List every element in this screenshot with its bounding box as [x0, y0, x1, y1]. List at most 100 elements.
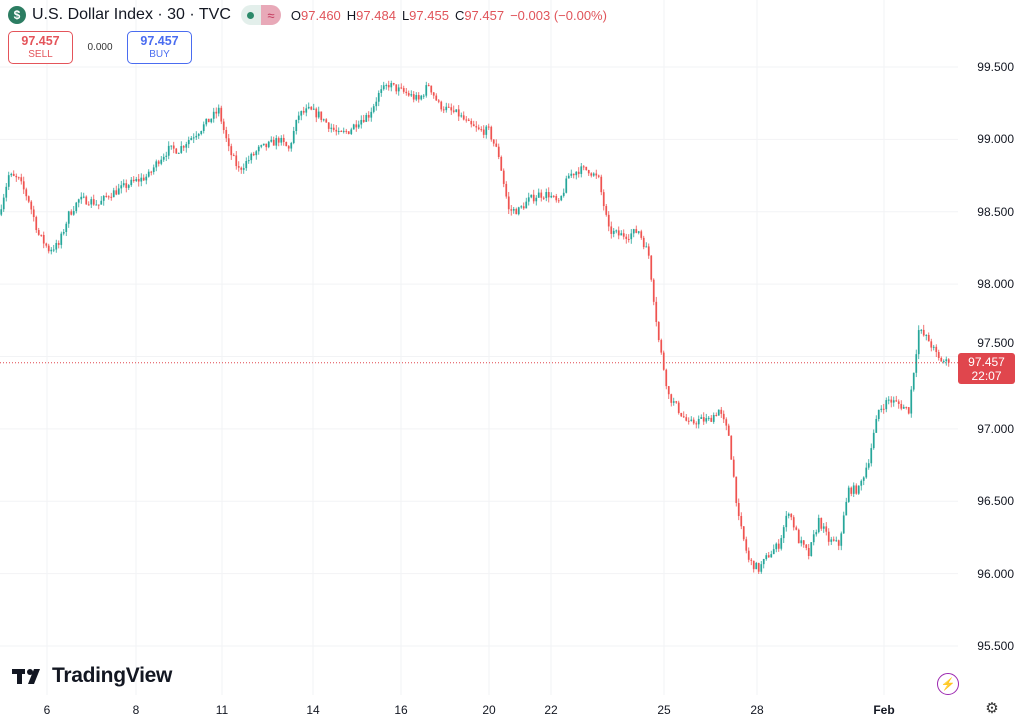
candle	[852, 485, 855, 494]
candle	[385, 85, 388, 87]
candle	[515, 209, 518, 215]
candle	[260, 145, 263, 147]
candle	[715, 414, 718, 416]
candle	[165, 155, 168, 157]
candle	[767, 555, 770, 558]
candle	[487, 126, 490, 128]
chart-legend: $ U.S. Dollar Index · 30 · TVC ≈ O97.460…	[8, 5, 607, 25]
candle	[477, 127, 480, 130]
candle	[472, 124, 475, 127]
candle	[592, 173, 595, 176]
candle	[582, 166, 585, 168]
y-tick-label: 95.500	[977, 639, 1014, 653]
candle	[132, 179, 135, 182]
settings-icon[interactable]: ⚙	[985, 700, 999, 717]
candle	[377, 92, 380, 102]
candle	[292, 131, 295, 143]
candle	[602, 192, 605, 207]
candle	[40, 234, 43, 236]
candle	[85, 196, 88, 205]
candle	[205, 118, 208, 125]
candle	[497, 146, 500, 157]
candle	[402, 88, 405, 92]
candle	[135, 179, 138, 182]
lightning-icon[interactable]: ⚡	[937, 673, 959, 695]
candle	[872, 432, 875, 449]
candle	[305, 108, 308, 113]
candle	[642, 237, 645, 248]
candle	[540, 192, 543, 198]
candle	[945, 359, 948, 362]
candle	[810, 542, 813, 556]
candle	[240, 167, 243, 170]
sell-button[interactable]: 97.457 SELL	[8, 31, 73, 64]
candle	[690, 419, 693, 421]
last-price-label: 97.457 22:07	[958, 353, 1015, 384]
candle	[507, 196, 510, 210]
candle	[35, 217, 38, 231]
candle	[382, 85, 385, 90]
candle	[275, 138, 278, 146]
tradingview-logo-icon	[12, 669, 40, 684]
grid	[0, 0, 958, 695]
candle	[557, 200, 560, 202]
candle	[217, 107, 220, 114]
candle	[307, 106, 310, 109]
candle	[785, 515, 788, 528]
candle	[167, 145, 170, 156]
tradingview-logo[interactable]: TradingView	[12, 664, 172, 688]
candle	[850, 487, 853, 494]
candle	[842, 515, 845, 534]
candle	[562, 192, 565, 196]
candle	[417, 95, 420, 100]
candle	[597, 175, 600, 177]
candle	[840, 533, 843, 546]
candle	[617, 230, 620, 236]
candle	[455, 109, 458, 112]
candle	[585, 166, 588, 171]
candle	[397, 87, 400, 92]
y-tick-label: 96.000	[977, 566, 1014, 581]
candle	[462, 115, 465, 120]
candle	[320, 111, 323, 120]
candle	[72, 211, 75, 215]
candle	[665, 369, 668, 387]
market-status[interactable]: ≈	[240, 5, 281, 25]
candle	[192, 137, 195, 139]
candle	[637, 231, 640, 233]
candle	[22, 181, 25, 190]
candle	[625, 236, 628, 239]
candle	[765, 555, 768, 560]
candle	[735, 476, 738, 504]
buy-button[interactable]: 97.457 BUY	[127, 31, 192, 64]
candle	[485, 126, 488, 135]
candle	[560, 195, 563, 201]
candle	[222, 121, 225, 131]
x-tick-label: 28	[750, 703, 764, 717]
candle	[825, 526, 828, 532]
candle	[542, 197, 545, 199]
candle	[750, 559, 753, 561]
candle	[392, 83, 395, 85]
candle	[185, 144, 188, 148]
candle	[520, 206, 523, 208]
candle	[712, 414, 715, 422]
candle	[925, 334, 928, 336]
candle	[805, 544, 808, 548]
candle	[877, 409, 880, 419]
candle	[940, 357, 943, 362]
candle	[160, 159, 163, 164]
candle	[7, 175, 10, 187]
candle	[100, 200, 103, 205]
symbol-title[interactable]: U.S. Dollar Index · 30 · TVC	[32, 6, 231, 23]
candle	[572, 173, 575, 176]
candle	[375, 101, 378, 107]
candle	[335, 129, 338, 132]
candle	[220, 107, 223, 122]
candle	[45, 243, 48, 246]
candle	[145, 176, 148, 181]
candle	[697, 418, 700, 425]
candle	[492, 139, 495, 144]
candle	[475, 126, 478, 128]
